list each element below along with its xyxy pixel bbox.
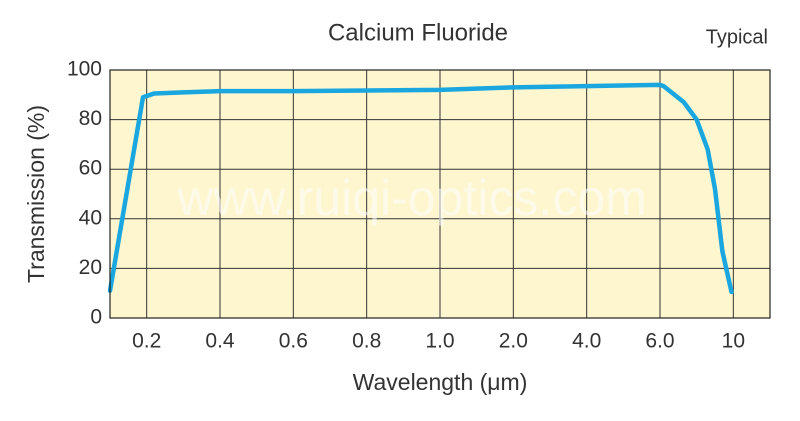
x-tick-label: 2.0 — [499, 330, 528, 353]
data-line — [107, 82, 734, 295]
grid — [110, 69, 770, 319]
x-tick-label: 0.8 — [352, 330, 381, 353]
plot-frame — [109, 69, 771, 319]
y-tick-label: 100 — [67, 58, 102, 81]
y-tick-label: 0 — [90, 306, 102, 329]
marks — [107, 82, 734, 295]
x-tick-label: 4.0 — [572, 330, 601, 353]
chart-title: Calcium Fluoride — [328, 19, 508, 46]
x-tick-label: 0.6 — [279, 330, 308, 353]
y-tick-label: 20 — [79, 256, 102, 279]
x-tick-label: 1.0 — [425, 330, 454, 353]
y-tick-label: 40 — [79, 206, 102, 229]
x-tick-label: 0.4 — [205, 330, 235, 353]
x-tick-label: 10 — [722, 330, 745, 353]
y-tick-label: 80 — [79, 107, 102, 130]
y-axis-label: Transmission (%) — [23, 105, 49, 283]
x-axis-label: Wavelength (μm) — [353, 369, 528, 395]
watermark: www.ruiqi-optics.com — [176, 170, 647, 226]
chart-subtitle: Typical — [706, 26, 768, 48]
y-tick-label: 60 — [79, 157, 102, 180]
x-tick-label: 6.0 — [645, 330, 674, 353]
x-tick-label: 0.2 — [132, 330, 161, 353]
